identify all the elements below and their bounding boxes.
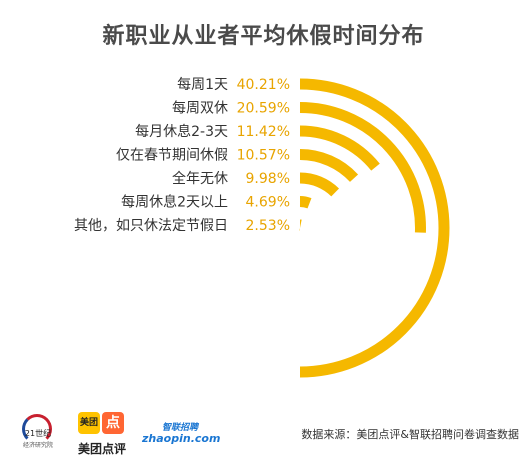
logo-ring-icon bbox=[22, 414, 52, 444]
meituan-name: 美团点评 bbox=[78, 442, 127, 456]
arc-bar bbox=[299, 172, 340, 197]
dianping-icon: 点 bbox=[102, 412, 124, 434]
category-label: 其他，如只休法定节假日 bbox=[74, 218, 228, 234]
meituan-icon: 美团 bbox=[78, 412, 100, 434]
value-label: 4.69% bbox=[246, 195, 290, 211]
arc-bar bbox=[299, 196, 312, 209]
category-label: 每月休息2-3天 bbox=[135, 123, 228, 140]
21st-century-logo: 21世纪 经济研究院 bbox=[16, 414, 60, 456]
logo21-subtext: 经济研究院 bbox=[22, 442, 53, 449]
logo-bar: 21世纪 经济研究院 美团 点 美团点评 智联招聘 zhaopin.com bbox=[12, 408, 232, 460]
arc-bar bbox=[299, 102, 426, 233]
data-source-note: 数据来源：美团点评&智联招聘问卷调查数据 bbox=[301, 428, 519, 441]
category-label: 每周休息2天以上 bbox=[121, 194, 228, 211]
value-label: 40.21% bbox=[237, 77, 290, 93]
zhaopin-logo: 智联招聘 zhaopin.com bbox=[142, 420, 222, 450]
category-label: 每周双休 bbox=[172, 101, 228, 117]
category-label: 每周1天 bbox=[177, 77, 228, 93]
arc-series bbox=[299, 78, 450, 378]
arc-bar bbox=[299, 149, 359, 183]
arc-bar bbox=[299, 125, 380, 171]
meituan-dianping-logo: 美团 点 美团点评 bbox=[78, 412, 126, 458]
value-label: 9.98% bbox=[246, 171, 290, 187]
label-group: 每周1天 40.21% 每周双休 20.59% 每月休息2-3天 11.42% 仅在春节期间… bbox=[74, 77, 290, 234]
value-label: 20.59% bbox=[237, 101, 290, 117]
value-label: 10.57% bbox=[237, 148, 290, 164]
arc-bar bbox=[299, 78, 450, 378]
category-label: 全年无休 bbox=[172, 170, 228, 187]
value-label: 11.42% bbox=[237, 124, 290, 140]
value-label: 2.53% bbox=[246, 218, 290, 234]
category-label: 仅在春节期间休假 bbox=[116, 148, 228, 164]
chart-title: 新职业从业者平均休假时间分布 bbox=[102, 24, 425, 49]
zhaopin-en-text: zhaopin.com bbox=[142, 432, 221, 445]
logo21-text: 21世纪 bbox=[24, 429, 52, 438]
zhaopin-cn-text: 智联招聘 bbox=[162, 423, 199, 433]
